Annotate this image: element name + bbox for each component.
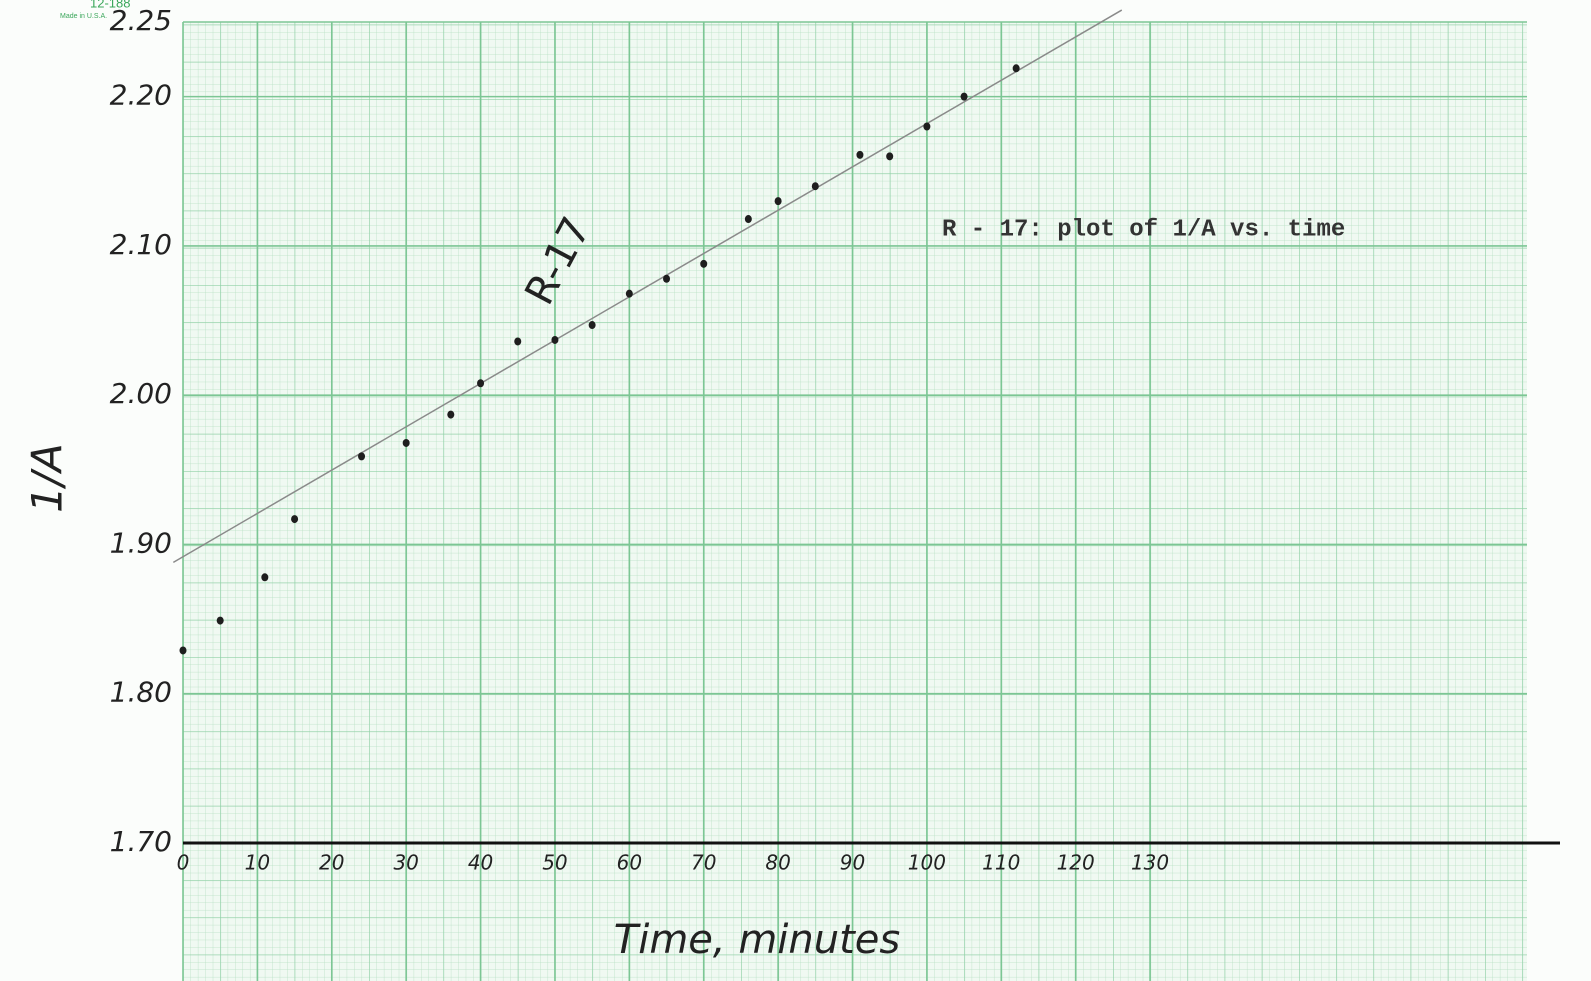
- x-tick-label: 50: [542, 851, 567, 875]
- data-point: [216, 616, 224, 625]
- paper-code: 12-188: [90, 0, 130, 10]
- y-tick-label: 2.00: [110, 377, 172, 410]
- x-tick-label: 100: [908, 851, 946, 875]
- data-point: [625, 289, 633, 298]
- x-tick-label: 30: [393, 851, 418, 875]
- paper-note: Made in U.S.A.: [60, 13, 107, 20]
- data-point: [551, 335, 559, 344]
- data-point: [402, 438, 410, 447]
- data-point: [447, 410, 455, 419]
- x-tick-label: 40: [468, 851, 493, 875]
- data-point: [856, 150, 864, 159]
- x-tick-label: 90: [840, 851, 865, 875]
- data-point: [179, 646, 187, 655]
- x-tick-label: 0: [177, 851, 190, 875]
- x-tick-label: 60: [617, 851, 642, 875]
- data-point: [811, 182, 819, 191]
- x-tick-label: 120: [1057, 851, 1095, 875]
- data-point: [477, 379, 485, 388]
- x-tick-label: 10: [245, 851, 270, 875]
- data-point: [261, 573, 269, 582]
- data-point: [514, 337, 522, 346]
- data-point: [291, 515, 299, 524]
- x-tick-label: 20: [319, 851, 344, 875]
- graph-paper-major: [183, 22, 1527, 981]
- x-tick-label: 70: [691, 851, 716, 875]
- data-point: [1012, 64, 1020, 73]
- data-point: [700, 259, 708, 268]
- y-tick-label: 1.90: [110, 526, 172, 559]
- y-tick-label: 2.25: [110, 4, 172, 37]
- plot-area: 1.70 1.80 1.90 2.00 2.10 2.20 2.25 0 10 20 30 40 50 6…: [23, 4, 1560, 981]
- y-tick-label: 2.20: [110, 79, 172, 112]
- y-axis-label: 1/A: [23, 443, 72, 513]
- data-point: [923, 122, 931, 131]
- data-point: [886, 152, 894, 161]
- data-point: [588, 321, 596, 330]
- data-point: [774, 197, 782, 206]
- data-point: [960, 92, 968, 101]
- y-tick-label: 1.70: [110, 825, 172, 858]
- y-tick-label: 1.80: [110, 676, 172, 709]
- x-axis-label: Time, minutes: [614, 917, 900, 963]
- data-point: [663, 274, 671, 283]
- data-point: [744, 215, 752, 224]
- trend-line: [172, 9, 1123, 564]
- y-tick-label: 2.10: [110, 228, 172, 261]
- data-point: [358, 452, 366, 461]
- x-tick-label: 110: [982, 851, 1020, 875]
- x-tick-label: 80: [765, 851, 790, 875]
- x-tick-label: 130: [1131, 851, 1169, 875]
- annotation: R - 17: plot of 1/A vs. time: [942, 216, 1345, 243]
